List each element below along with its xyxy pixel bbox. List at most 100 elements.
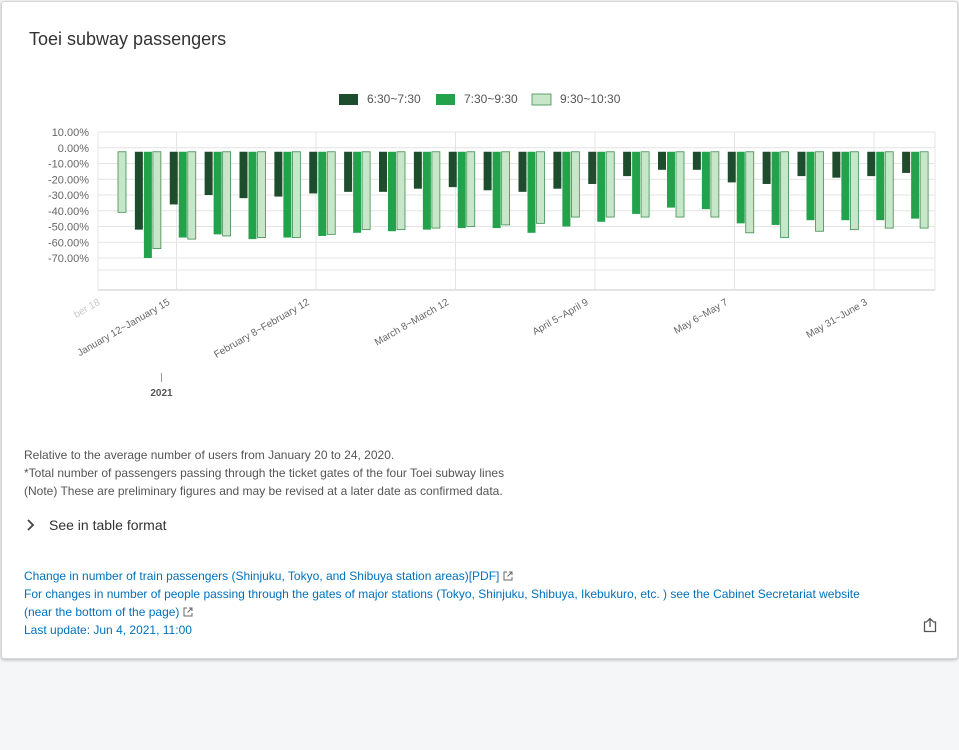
see-table-toggle[interactable]: See in table format [24,517,167,533]
bar-series1 [727,151,736,183]
bar-series3 [884,151,894,229]
bar-series2 [388,151,396,232]
legend-swatch-series1 [339,94,358,105]
bar-series3 [326,151,336,235]
bar-series3 [605,151,615,218]
bar-series3 [222,151,232,237]
bar-series2 [911,151,920,219]
external-link-icon [503,571,513,581]
bar-series1 [762,151,771,184]
bar-series3 [780,151,790,238]
bar-series3 [640,151,650,218]
y-tick-label: -50.00% [48,222,89,234]
x-tick-label: February 8~February 12 [212,297,312,361]
x-tick-label: March 8~March 12 [373,297,451,349]
legend-label-series1: 6:30~7:30 [367,92,421,106]
bar-series3 [815,151,824,232]
bar-series1 [448,151,457,188]
bar-series2 [422,151,431,230]
legend-label-series3: 9:30~10:30 [560,92,621,106]
bar-series1 [797,151,806,177]
bar-series1 [553,151,562,189]
share-icon[interactable] [922,617,938,633]
bar-series1 [204,151,213,195]
chart-card: Toei subway passengers 10.00% 0.00% -10.00… [1,1,958,659]
bar-series1 [169,151,178,205]
bar-series3 [536,151,545,224]
bar-series3 [501,151,511,226]
bar-series1 [518,151,527,192]
x-tick-label: May 6~May 7 [672,297,730,337]
train-passengers-link[interactable]: Change in number of train passengers (Sh… [24,569,500,583]
bar-series3 [745,151,755,234]
bar-series2 [353,151,362,233]
bar-series2 [143,151,152,258]
bar-series2 [178,151,187,238]
bar-series2 [736,151,745,224]
bar-series3 [117,151,127,213]
external-link-icon [183,607,193,617]
bar-series1 [134,151,143,230]
y-tick-label: 0.00% [58,143,89,155]
bar-series1 [623,151,632,177]
note-preliminary: (Note) These are preliminary figures and… [24,484,503,498]
y-tick-label: -20.00% [48,174,89,186]
bar-series1 [692,151,701,170]
note-baseline: Relative to the average number of users … [24,448,395,462]
bar-series3 [849,151,859,231]
bar-series2 [632,151,641,214]
bar-series1 [867,151,876,177]
year-marker-label: 2021 [150,388,173,399]
bar-series2 [318,151,327,236]
bar-series3 [919,151,929,229]
bar-series1 [344,151,353,192]
bar-series2 [213,151,222,235]
bar-series3 [570,151,580,218]
bar-series3 [710,151,720,218]
bar-series1 [832,151,841,178]
chevron-right-icon [27,519,35,531]
bar-series1 [902,151,911,173]
cabinet-secretariat-link[interactable]: For changes in number of people passing … [24,587,860,619]
last-update-link[interactable]: Last update: Jun 4, 2021, 11:00 [24,623,192,637]
legend-swatch-series2 [436,94,455,105]
card-title: Toei subway passengers [29,29,227,49]
bar-series3 [361,151,371,231]
related-links: Change in number of train passengers (Sh… [24,567,924,639]
bar-series2 [841,151,850,221]
bar-series2 [771,151,780,225]
bar-chart: 10.00% 0.00% -10.00% -20.00% -30.00% -40.00% -… [48,92,936,399]
bar-series2 [527,151,536,233]
bar-series2 [597,151,606,222]
bar-series1 [658,151,666,170]
y-tick-label: 10.00% [52,127,90,139]
bar-series3 [291,151,301,238]
bar-series3 [431,151,441,229]
y-tick-label: -40.00% [48,206,89,218]
y-tick-label: -60.00% [48,237,89,249]
legend-swatch-series3 [531,93,552,106]
bar-series2 [283,151,292,238]
bar-series3 [187,151,197,240]
bar-series1 [379,151,387,192]
bar-series1 [309,151,318,194]
y-tick-label: -30.00% [48,190,89,202]
x-tick-label: April 5~April 9 [531,297,591,338]
legend-label-series2: 7:30~9:30 [464,92,518,106]
note-total: *Total number of passengers passing thro… [24,466,505,480]
see-table-label: See in table format [49,517,167,533]
bar-series2 [701,151,710,210]
bar-series3 [257,151,266,238]
y-tick-label: -10.00% [48,159,89,171]
bar-series1 [239,151,248,199]
x-tick-label: May 31~June 3 [804,297,869,341]
chart-notes: Relative to the average number of users … [24,446,504,500]
bar-series3 [466,151,476,227]
bar-series2 [562,151,571,227]
y-tick-label: -70.00% [48,253,89,265]
bar-series2 [492,151,501,229]
bar-series2 [457,151,466,229]
bar-series1 [413,151,422,189]
bar-series1 [588,151,597,184]
bar-series1 [274,151,283,197]
